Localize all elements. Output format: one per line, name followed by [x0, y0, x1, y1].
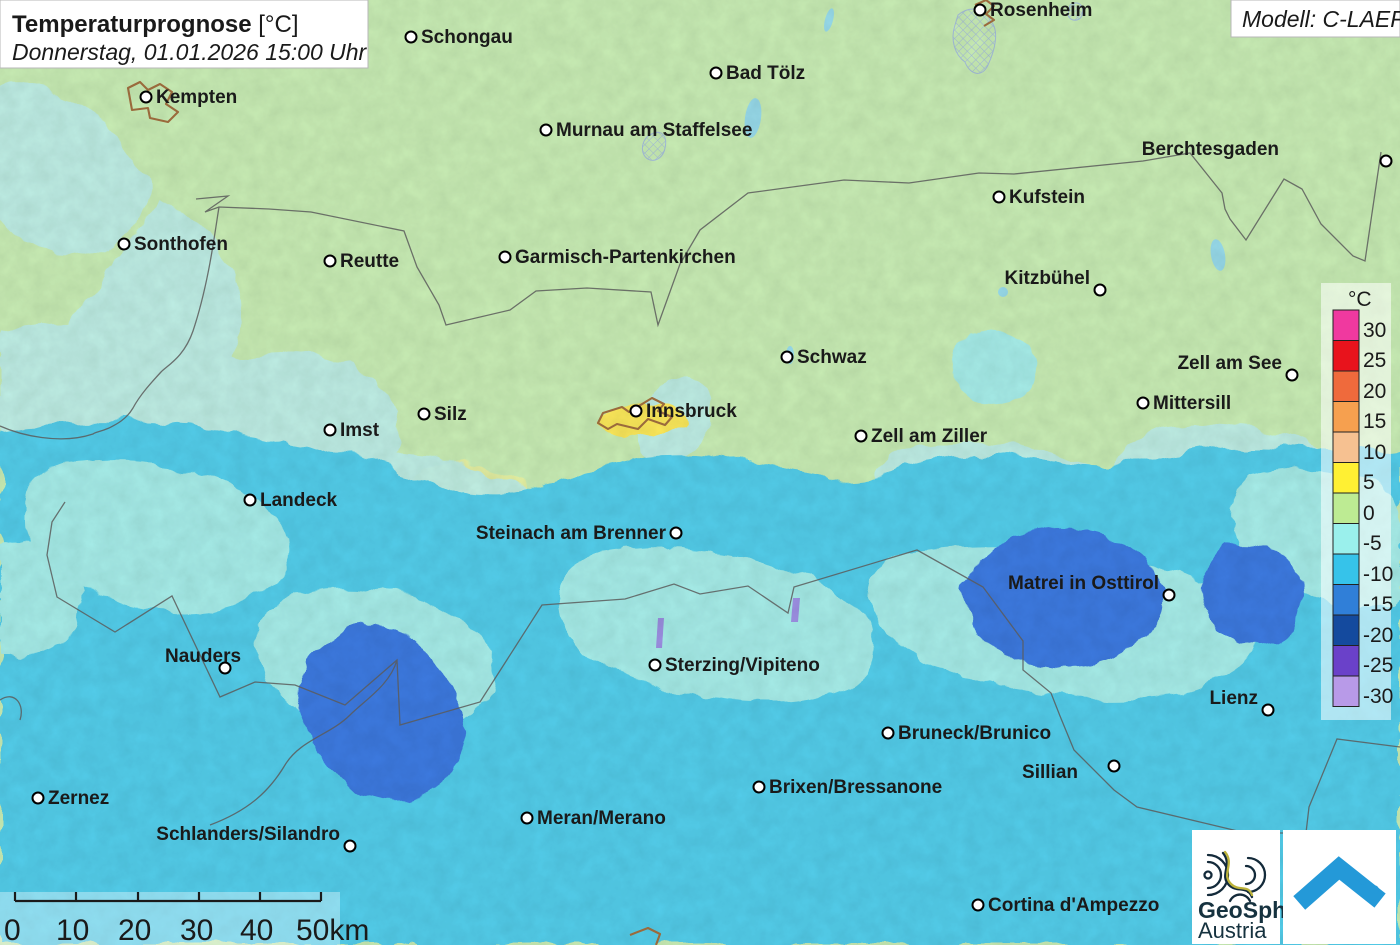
svg-text:Reutte: Reutte: [340, 251, 399, 272]
svg-text:40: 40: [240, 914, 273, 945]
svg-text:Rosenheim: Rosenheim: [990, 0, 1092, 21]
svg-text:Kempten: Kempten: [156, 87, 237, 108]
svg-text:-30: -30: [1363, 685, 1393, 708]
svg-text:-15: -15: [1363, 593, 1393, 616]
svg-text:Imst: Imst: [340, 420, 380, 441]
svg-text:15: 15: [1363, 410, 1386, 433]
svg-text:Brixen/Bressanone: Brixen/Bressanone: [769, 777, 942, 798]
svg-text:50km: 50km: [296, 914, 369, 945]
svg-text:30: 30: [1363, 319, 1386, 342]
svg-text:Sterzing/Vipiteno: Sterzing/Vipiteno: [665, 655, 820, 676]
svg-text:-10: -10: [1363, 563, 1393, 586]
svg-text:Berchtesgaden: Berchtesgaden: [1142, 139, 1279, 160]
svg-text:Schongau: Schongau: [421, 27, 513, 48]
svg-text:Matrei in Osttirol: Matrei in Osttirol: [1008, 573, 1159, 594]
svg-text:10: 10: [1363, 441, 1386, 464]
svg-text:Garmisch-Partenkirchen: Garmisch-Partenkirchen: [515, 247, 736, 268]
svg-text:Austria: Austria: [1198, 918, 1267, 943]
svg-text:Schlanders/Silandro: Schlanders/Silandro: [156, 824, 340, 845]
svg-text:25: 25: [1363, 349, 1386, 372]
svg-text:Kitzbühel: Kitzbühel: [1005, 268, 1091, 289]
svg-text:Bruneck/Brunico: Bruneck/Brunico: [898, 723, 1051, 744]
svg-text:Murnau am Staffelsee: Murnau am Staffelsee: [556, 120, 752, 141]
svg-text:30: 30: [180, 914, 213, 945]
svg-text:Zell am See: Zell am See: [1177, 353, 1282, 374]
svg-text:Modell: C-LAEF: Modell: C-LAEF: [1242, 6, 1400, 32]
svg-text:5: 5: [1363, 471, 1375, 494]
svg-text:Donnerstag, 01.01.2026 15:00 U: Donnerstag, 01.01.2026 15:00 Uhr: [12, 39, 368, 65]
svg-text:Lienz: Lienz: [1209, 688, 1258, 709]
svg-text:20: 20: [1363, 380, 1386, 403]
svg-text:20: 20: [118, 914, 151, 945]
svg-text:Schwaz: Schwaz: [797, 347, 867, 368]
svg-text:Innsbruck: Innsbruck: [646, 401, 737, 422]
svg-text:-5: -5: [1363, 532, 1382, 555]
svg-text:-20: -20: [1363, 624, 1393, 647]
svg-text:Sonthofen: Sonthofen: [134, 234, 228, 255]
svg-text:Sillian: Sillian: [1022, 762, 1078, 783]
svg-text:Meran/Merano: Meran/Merano: [537, 808, 666, 829]
svg-text:Zernez: Zernez: [48, 788, 109, 809]
svg-text:0: 0: [1363, 502, 1375, 525]
svg-text:°C: °C: [1348, 288, 1372, 311]
svg-text:Kufstein: Kufstein: [1009, 187, 1085, 208]
svg-text:Steinach am Brenner: Steinach am Brenner: [476, 523, 667, 544]
svg-text:10: 10: [56, 914, 89, 945]
svg-text:0: 0: [4, 914, 21, 945]
svg-text:Zell am Ziller: Zell am Ziller: [871, 426, 988, 447]
svg-text:Temperaturprognose [°C]: Temperaturprognose [°C]: [12, 11, 299, 38]
svg-text:Landeck: Landeck: [260, 490, 338, 511]
svg-text:Bad Tölz: Bad Tölz: [726, 63, 805, 84]
svg-text:Cortina d'Ampezzo: Cortina d'Ampezzo: [988, 895, 1159, 916]
svg-text:-25: -25: [1363, 654, 1393, 677]
svg-text:Mittersill: Mittersill: [1153, 393, 1231, 414]
svg-text:Silz: Silz: [434, 404, 467, 425]
svg-text:Nauders: Nauders: [165, 646, 241, 667]
